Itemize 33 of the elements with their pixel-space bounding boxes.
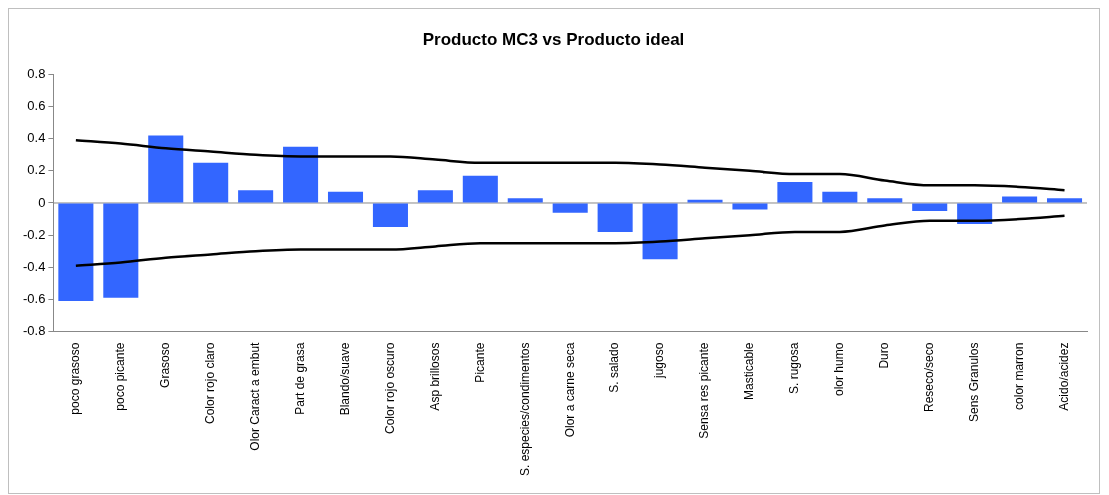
x-tick-label: S. rugosa [787,342,802,394]
x-tick-label: Sensa res picante [697,342,712,439]
x-tick-label: Olor a carne seca [562,342,577,438]
y-tick-label: 0 [38,194,46,210]
x-tick-label: Grasoso [158,342,173,388]
x-tick-label: Color rojo claro [203,342,217,424]
y-tick-label: 0.6 [27,98,46,114]
x-tick-label: Asp brillosos [427,342,442,411]
x-tick-label: Duro [877,342,892,369]
x-tick-label: jugoso [652,342,667,379]
x-tick-label: poco grasoso [68,342,83,415]
x-tick-label: Acido/acidez [1056,342,1071,411]
x-tick-label: olor humo [832,342,847,396]
x-tick-label: Part de grasa [292,342,307,415]
x-tick-label: S. salado [607,342,622,393]
x-tick-label: Olor Caract a embut [247,341,262,451]
x-tick-label: Blando/suave [337,342,352,416]
y-tick-label: -0.2 [22,226,46,242]
x-tick-label: Picante [472,342,487,383]
y-tick-label: -0.8 [22,323,46,339]
x-tick-label: color marron [1011,342,1026,410]
x-tick-label: Sens Granulos [966,342,981,422]
x-tick-label: Color rojo oscuro [382,342,397,434]
x-tick-label: Masticable [742,342,757,400]
y-tick-label: 0.4 [27,130,46,146]
x-tick-label: poco picante [113,342,128,411]
y-tick-label: 0.2 [27,162,46,178]
y-tick-label: -0.4 [22,258,46,274]
x-tick-label: Reseco/seco [922,342,937,412]
y-tick-label: -0.6 [22,291,46,307]
chart-title: Producto MC3 vs Producto ideal [422,29,685,49]
y-tick-label: 0.8 [27,65,46,81]
x-tick-label: S. especies/condimentos [517,342,532,476]
